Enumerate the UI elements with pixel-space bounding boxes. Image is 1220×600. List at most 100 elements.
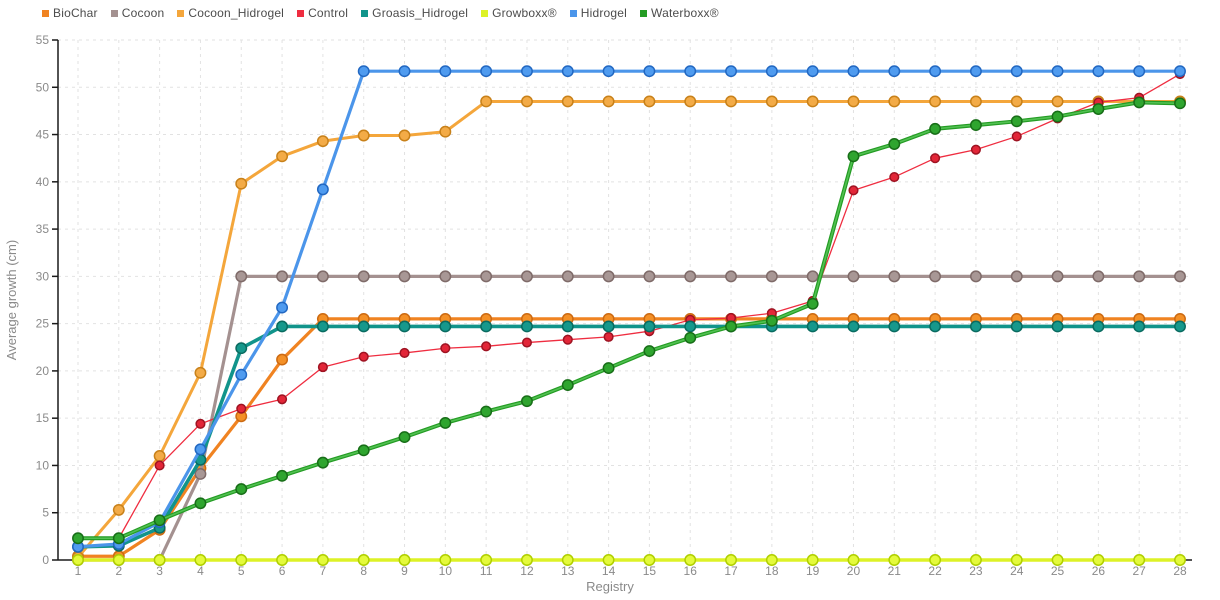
legend: BioChar Cocoon Cocoon_Hidrogel Control Groas… bbox=[42, 6, 719, 20]
data-point bbox=[847, 554, 860, 566]
y-tick-label: 40 bbox=[36, 175, 50, 189]
x-tick-label: 26 bbox=[1092, 564, 1106, 578]
legend-item-growboxx[interactable]: Growboxx® bbox=[481, 6, 557, 20]
legend-item-biochar[interactable]: BioChar bbox=[42, 6, 98, 20]
x-tick-label: 12 bbox=[520, 564, 534, 578]
data-point bbox=[643, 554, 656, 566]
data-point bbox=[439, 125, 452, 138]
data-point bbox=[725, 95, 737, 108]
data-point bbox=[194, 443, 207, 456]
data-point bbox=[235, 483, 248, 496]
data-point bbox=[1174, 554, 1186, 566]
data-point bbox=[235, 554, 248, 566]
data-point bbox=[154, 460, 165, 471]
data-point bbox=[806, 65, 819, 78]
legend-label: Control bbox=[308, 6, 349, 20]
data-point bbox=[561, 65, 574, 78]
data-point bbox=[1051, 95, 1064, 108]
y-tick-label: 45 bbox=[36, 128, 50, 142]
legend-item-cocoon-hidrogel[interactable]: Cocoon_Hidrogel bbox=[177, 6, 284, 20]
legend-label: BioChar bbox=[53, 6, 98, 20]
data-point bbox=[847, 270, 860, 283]
x-tick-label: 21 bbox=[888, 564, 902, 578]
data-point bbox=[316, 270, 329, 283]
data-point bbox=[480, 320, 493, 333]
data-point bbox=[112, 532, 125, 545]
legend-item-groasis-hidrogel[interactable]: Groasis_Hidrogel bbox=[361, 6, 468, 20]
x-axis-title: Registry bbox=[586, 579, 634, 594]
data-point bbox=[195, 418, 206, 429]
data-point bbox=[1133, 554, 1146, 566]
y-tick-label: 10 bbox=[36, 458, 50, 472]
data-point bbox=[1010, 95, 1023, 108]
data-point bbox=[765, 65, 778, 78]
data-point bbox=[969, 119, 982, 132]
legend-item-hidrogel[interactable]: Hidrogel bbox=[569, 6, 627, 20]
x-tick-label: 3 bbox=[156, 564, 163, 578]
legend-swatch-icon bbox=[297, 9, 305, 17]
legend-item-control[interactable]: Control bbox=[297, 6, 348, 20]
data-point bbox=[1010, 320, 1023, 333]
y-axis-title: Average growth (cm) bbox=[4, 240, 19, 360]
data-point bbox=[357, 320, 370, 333]
grid bbox=[58, 39, 1192, 560]
data-point bbox=[930, 153, 941, 164]
data-point bbox=[398, 320, 411, 333]
legend-swatch-icon bbox=[177, 9, 185, 17]
data-point bbox=[888, 270, 901, 283]
data-point bbox=[153, 554, 166, 566]
series-waterboxx bbox=[72, 96, 1186, 545]
data-point bbox=[684, 331, 697, 344]
data-point bbox=[847, 320, 860, 333]
data-point bbox=[439, 270, 452, 283]
data-point bbox=[929, 122, 942, 135]
y-tick-label: 55 bbox=[36, 33, 50, 47]
data-point bbox=[521, 65, 533, 78]
data-point bbox=[684, 65, 697, 78]
legend-label: Cocoon bbox=[121, 6, 165, 20]
data-point bbox=[888, 95, 901, 108]
y-tick-label: 35 bbox=[36, 222, 50, 236]
data-point bbox=[480, 270, 493, 283]
data-point bbox=[480, 95, 493, 108]
data-point bbox=[806, 297, 819, 310]
data-point bbox=[1174, 320, 1186, 333]
data-point bbox=[602, 320, 615, 333]
y-tick-label: 15 bbox=[36, 411, 50, 425]
x-tick-label: 9 bbox=[401, 564, 408, 578]
data-point bbox=[602, 362, 615, 375]
data-point bbox=[480, 554, 493, 566]
data-point bbox=[765, 314, 778, 327]
data-point bbox=[929, 270, 942, 283]
x-tick-label: 7 bbox=[320, 564, 327, 578]
data-point bbox=[439, 416, 452, 429]
data-point bbox=[235, 270, 248, 283]
data-point bbox=[725, 320, 737, 333]
legend-item-cocoon[interactable]: Cocoon bbox=[110, 6, 165, 20]
data-point bbox=[1092, 270, 1105, 283]
series-hidrogel bbox=[72, 65, 1186, 553]
data-point bbox=[806, 95, 819, 108]
y-tick-label: 0 bbox=[42, 553, 49, 567]
data-point bbox=[521, 320, 533, 333]
data-point bbox=[276, 270, 289, 283]
data-point bbox=[929, 320, 942, 333]
data-point bbox=[806, 270, 819, 283]
data-point bbox=[969, 554, 982, 566]
data-point bbox=[153, 450, 166, 462]
data-point bbox=[316, 183, 329, 196]
x-tick-label: 27 bbox=[1133, 564, 1147, 578]
legend-swatch-icon bbox=[569, 9, 577, 17]
data-point bbox=[439, 320, 452, 333]
data-point bbox=[276, 469, 289, 482]
legend-swatch-icon bbox=[481, 9, 489, 17]
data-point bbox=[561, 95, 574, 108]
data-point bbox=[194, 468, 207, 480]
x-tick-label: 6 bbox=[279, 564, 286, 578]
y-tick-label: 25 bbox=[36, 317, 50, 331]
legend-item-waterboxx[interactable]: Waterboxx® bbox=[640, 6, 719, 20]
data-point bbox=[235, 342, 248, 355]
y-tick-label: 50 bbox=[36, 80, 50, 94]
data-point bbox=[398, 129, 411, 142]
